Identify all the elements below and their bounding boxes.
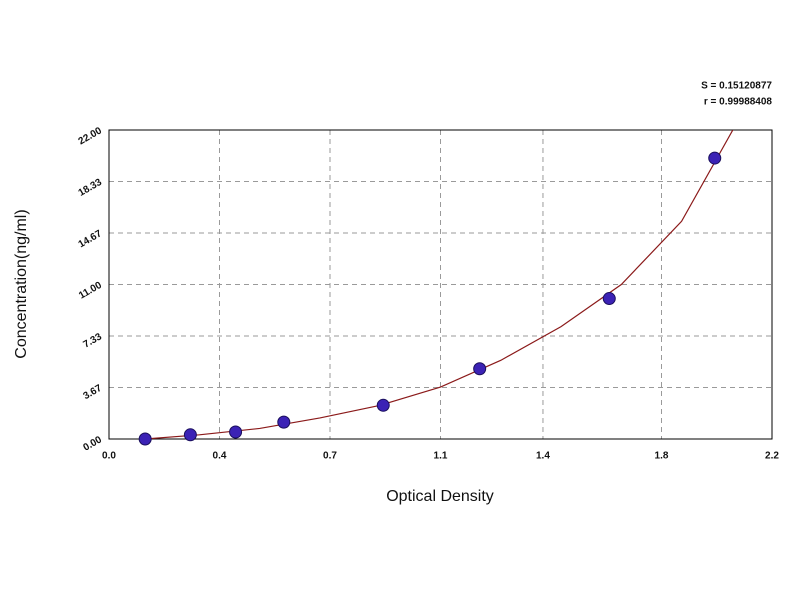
x-tick-label: 0.7 [323, 451, 337, 462]
y-tick-label: 14.67 [77, 228, 105, 250]
x-tick-label: 1.1 [434, 451, 448, 462]
y-tick-label: 7.33 [81, 331, 104, 350]
annotation: S = 0.15120877 [701, 81, 772, 92]
data-point [183, 428, 197, 442]
y-tick-label: 22.00 [77, 125, 105, 147]
y-tick-label: 3.67 [81, 383, 104, 402]
plot-frame [108, 129, 773, 440]
y-tick-label: 11.00 [77, 280, 104, 302]
x-tick-label: 0.4 [213, 451, 227, 462]
y-tick-label: 0.00 [81, 434, 104, 453]
x-axis-title: Optical Density [386, 488, 494, 505]
data-point [138, 432, 152, 446]
x-tick-label: 2.2 [765, 451, 779, 462]
x-tick-label: 1.4 [536, 451, 550, 462]
annotation: r = 0.99988408 [704, 97, 773, 108]
data-point [277, 415, 291, 429]
y-axis-title: Concentration(ng/ml) [13, 209, 30, 358]
data-point [708, 151, 722, 165]
data-point [376, 398, 390, 412]
data-point [229, 425, 243, 439]
data-point [602, 292, 616, 306]
data-point [473, 362, 487, 376]
y-tick-label: 18.33 [77, 177, 105, 199]
x-tick-label: 0.0 [102, 451, 116, 462]
x-tick-label: 1.8 [655, 451, 669, 462]
